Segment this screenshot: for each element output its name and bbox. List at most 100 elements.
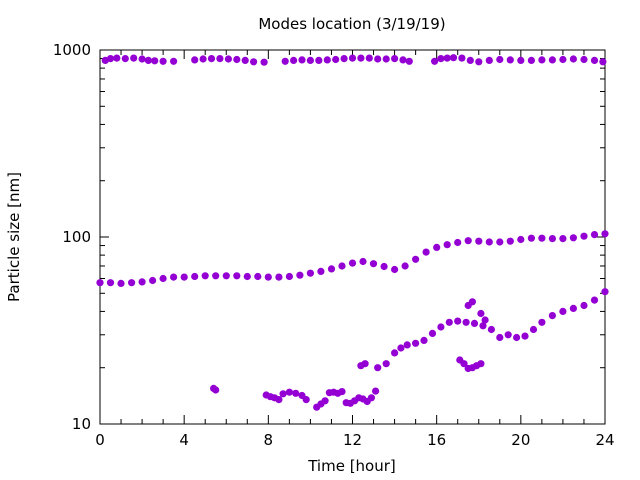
- data-points: [96, 54, 609, 411]
- data-point-series-1: [399, 56, 407, 64]
- data-point-series-1: [121, 55, 129, 63]
- data-point-series-3: [382, 360, 390, 368]
- x-tick-label: 20: [511, 431, 530, 449]
- data-point-series-2: [96, 279, 104, 287]
- data-point-series-3: [521, 332, 529, 340]
- data-point-series-3: [321, 397, 329, 405]
- data-point-series-1: [391, 55, 399, 63]
- data-point-series-3: [548, 312, 557, 320]
- data-point-series-2: [464, 237, 472, 245]
- data-point-series-1: [559, 55, 567, 64]
- data-point-series-1: [138, 55, 146, 63]
- data-point-series-1: [170, 57, 178, 65]
- data-point-series-3: [285, 388, 293, 396]
- data-point-series-1: [458, 54, 466, 62]
- data-point-series-1: [216, 55, 224, 63]
- data-point-series-3: [372, 387, 380, 395]
- data-point-series-2: [306, 269, 314, 277]
- data-point-series-2: [601, 230, 609, 238]
- data-point-series-1: [382, 55, 390, 63]
- data-point-series-3: [496, 333, 504, 342]
- data-point-series-1: [191, 56, 199, 64]
- data-point-series-3: [437, 323, 445, 331]
- data-point-series-2: [254, 272, 262, 281]
- data-point-series-3: [212, 386, 220, 394]
- data-point-series-1: [332, 55, 340, 64]
- data-point-series-3: [302, 396, 310, 404]
- data-point-series-1: [233, 55, 241, 64]
- data-point-series-2: [548, 235, 557, 243]
- data-point-series-1: [506, 56, 514, 64]
- y-tick-label: 100: [62, 228, 91, 246]
- data-point-series-1: [449, 54, 458, 62]
- data-point-series-3: [462, 318, 470, 326]
- data-point-series-2: [422, 248, 430, 256]
- data-point-series-1: [323, 56, 331, 64]
- data-point-series-3: [428, 329, 437, 337]
- data-point-series-2: [275, 273, 283, 281]
- data-point-series-2: [243, 272, 251, 281]
- x-tick-label: 4: [179, 431, 189, 449]
- data-point-series-3: [338, 388, 346, 396]
- y-axis-label: Particle size [nm]: [5, 172, 23, 302]
- data-point-series-2: [443, 241, 451, 249]
- data-point-series-3: [479, 322, 487, 330]
- data-point-series-1: [365, 54, 373, 62]
- data-point-series-2: [401, 262, 409, 270]
- data-point-series-3: [460, 360, 468, 368]
- y-tick-label: 10: [72, 415, 91, 433]
- data-point-series-2: [138, 278, 146, 286]
- data-point-series-3: [391, 349, 399, 357]
- data-point-series-2: [191, 272, 199, 281]
- data-point-series-3: [420, 336, 428, 344]
- data-point-series-3: [367, 394, 375, 402]
- data-point-series-3: [580, 301, 588, 310]
- data-point-series-3: [529, 325, 538, 334]
- data-point-series-3: [275, 396, 283, 404]
- data-point-series-2: [517, 235, 525, 244]
- data-point-series-3: [481, 316, 489, 324]
- data-point-series-1: [290, 56, 298, 64]
- data-point-series-1: [207, 55, 216, 63]
- data-point-series-1: [357, 54, 365, 62]
- data-point-series-1: [315, 56, 323, 64]
- data-point-series-3: [454, 317, 462, 325]
- data-point-series-1: [199, 55, 207, 63]
- data-point-series-2: [222, 272, 230, 280]
- data-point-series-3: [412, 339, 420, 347]
- data-point-series-2: [538, 234, 546, 242]
- data-point-series-1: [241, 56, 249, 64]
- data-point-series-2: [285, 272, 293, 281]
- data-point-series-2: [369, 260, 378, 268]
- data-point-series-2: [569, 234, 578, 242]
- data-point-series-1: [548, 56, 557, 64]
- data-point-series-3: [470, 319, 479, 327]
- data-point-series-2: [412, 255, 420, 263]
- data-point-series-3: [601, 288, 609, 296]
- x-tick-label: 16: [427, 431, 446, 449]
- data-point-series-1: [496, 55, 504, 64]
- data-point-series-2: [117, 279, 125, 287]
- data-point-series-3: [361, 360, 369, 368]
- data-point-series-2: [527, 234, 536, 242]
- data-point-series-2: [201, 272, 209, 280]
- data-point-series-2: [317, 267, 325, 275]
- data-point-series-2: [359, 257, 367, 266]
- data-point-series-3: [374, 364, 382, 372]
- data-point-series-2: [233, 272, 241, 280]
- data-point-series-3: [477, 309, 485, 318]
- data-point-series-2: [391, 265, 399, 274]
- data-point-series-2: [212, 272, 220, 280]
- data-point-series-1: [260, 58, 268, 66]
- data-point-series-1: [538, 56, 546, 64]
- data-point-series-2: [327, 265, 336, 273]
- data-point-series-1: [405, 57, 413, 65]
- x-tick-label: 24: [595, 431, 614, 449]
- data-point-series-2: [485, 238, 493, 246]
- data-point-series-3: [445, 318, 453, 326]
- data-point-series-2: [296, 271, 304, 279]
- data-point-series-3: [279, 390, 287, 398]
- data-point-series-2: [159, 274, 167, 283]
